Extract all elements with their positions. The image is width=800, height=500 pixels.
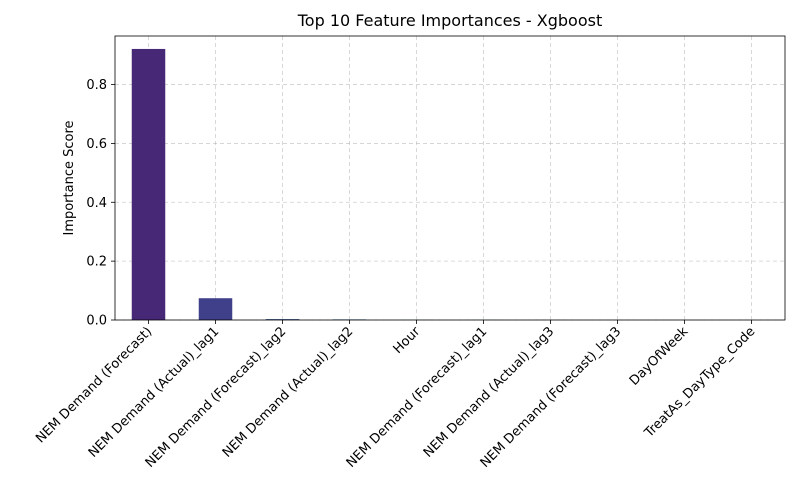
x-tick-label: NEM Demand (Forecast)_lag1 — [344, 324, 491, 471]
x-tick-label: DayOfWeek — [627, 324, 692, 389]
x-tick-label: NEM Demand (Actual)_lag2 — [220, 324, 356, 460]
x-tick-label: Hour — [391, 324, 424, 357]
y-tick-label: 0.4 — [86, 196, 107, 211]
bar-2 — [198, 298, 233, 320]
x-tick-label: NEM Demand (Actual)_lag1 — [86, 324, 222, 460]
x-tick-label: NEM Demand (Forecast)_lag3 — [478, 324, 625, 471]
bar-3 — [265, 319, 300, 320]
x-tick-label: NEM Demand (Actual)_lag3 — [421, 324, 557, 460]
y-tick-label: 0.8 — [86, 78, 107, 93]
bar-1 — [131, 48, 166, 321]
plot-frame — [114, 35, 786, 321]
y-axis-label: Importance Score — [62, 120, 77, 235]
y-tick-label: 0.0 — [86, 314, 107, 329]
chart-title: Top 10 Feature Importances - Xgboost — [297, 11, 603, 30]
y-tick-label: 0.6 — [86, 137, 107, 152]
x-tick-label: TreatAs_DayType_Code — [641, 324, 758, 441]
x-tick-label: NEM Demand (Forecast)_lag2 — [143, 324, 290, 471]
y-tick-label: 0.2 — [86, 255, 107, 270]
x-tick-label: NEM Demand (Forecast) — [33, 324, 155, 446]
